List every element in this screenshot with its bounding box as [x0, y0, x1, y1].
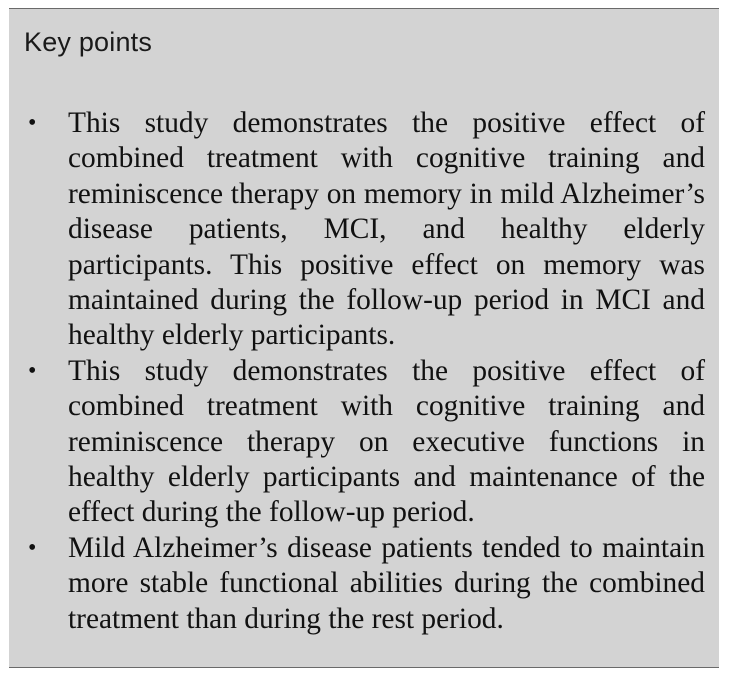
bullet-icon: • — [28, 357, 37, 384]
bullet-icon: • — [28, 110, 37, 136]
key-point-item: • This study demonstrates the positive e… — [9, 106, 719, 354]
key-point-text: This study demonstrates the positive eff… — [68, 354, 705, 529]
key-point-text: Mild Alzheimer’s disease patients tended… — [68, 531, 705, 635]
key-point-text: This study demonstrates the positive eff… — [68, 107, 705, 352]
box-title: Key points — [24, 27, 153, 57]
key-point-item: • Mild Alzheimer’s disease patients tend… — [9, 531, 719, 637]
key-points-list: • This study demonstrates the positive e… — [9, 106, 719, 637]
key-point-item: • This study demonstrates the positive e… — [9, 354, 719, 531]
key-points-box: Key points • This study demonstrates the… — [9, 8, 719, 668]
bullet-icon: • — [28, 534, 37, 561]
